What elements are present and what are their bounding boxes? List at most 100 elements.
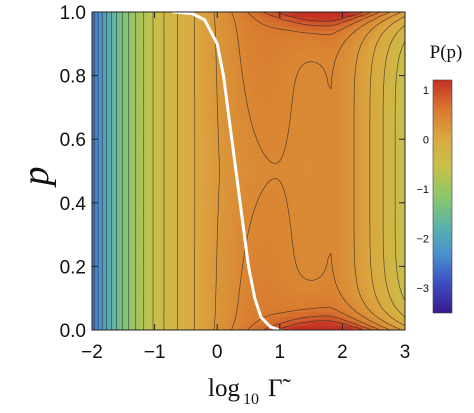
heatmap-cell [176, 261, 181, 267]
heatmap-cell [292, 234, 297, 240]
heatmap-cell [195, 248, 200, 254]
heatmap-cell [170, 43, 174, 49]
heatmap-cell [314, 234, 318, 240]
heatmap-cell [279, 220, 284, 227]
heatmap-cell [113, 325, 118, 330]
heatmap-cell [173, 134, 178, 140]
heatmap-cell [182, 316, 187, 322]
heatmap-cell [301, 125, 306, 131]
heatmap-cell [135, 134, 140, 140]
heatmap-cell [223, 248, 228, 254]
heatmap-cell [229, 316, 234, 322]
heatmap-cell [167, 48, 171, 54]
heatmap-cell [173, 320, 178, 327]
heatmap-cell [154, 171, 159, 177]
heatmap-cell [160, 166, 165, 172]
heatmap-cell [273, 280, 278, 286]
heatmap-cell [210, 207, 215, 213]
heatmap-cell [282, 225, 287, 231]
heatmap-cell [123, 111, 128, 118]
heatmap-cell [98, 43, 102, 49]
heatmap-cell [220, 34, 225, 40]
heatmap-cell [248, 180, 253, 186]
heatmap-cell [179, 66, 184, 72]
heatmap-cell [135, 270, 140, 277]
heatmap-cell [201, 184, 206, 190]
heatmap-cell [239, 180, 243, 186]
heatmap-cell [113, 89, 118, 95]
heatmap-cell [276, 48, 281, 54]
heatmap-cell [160, 66, 165, 72]
heatmap-cell [217, 130, 221, 136]
heatmap-cell [245, 148, 250, 154]
heatmap-cell [185, 175, 190, 181]
heatmap-cell [98, 243, 102, 249]
heatmap-cell [170, 66, 174, 72]
heatmap-cell [261, 198, 265, 204]
heatmap-cell [198, 239, 203, 245]
heatmap-cell [157, 252, 162, 258]
heatmap-cell [92, 248, 96, 254]
heatmap-cell [195, 166, 200, 172]
heatmap-cell [257, 284, 262, 290]
heatmap-cell [163, 284, 168, 290]
heatmap-cell [189, 130, 193, 136]
heatmap-cell [167, 230, 171, 236]
heatmap-cell [210, 71, 215, 77]
heatmap-cell [110, 325, 115, 330]
heatmap-cell [257, 130, 262, 136]
heatmap-cell [251, 157, 256, 163]
heatmap-cell [251, 175, 256, 181]
heatmap-cell [154, 43, 159, 49]
heatmap-cell [189, 202, 193, 208]
heatmap-cell [167, 302, 171, 308]
heatmap-cell [257, 152, 262, 158]
heatmap-cell [314, 207, 318, 213]
heatmap-cell [248, 189, 253, 195]
heatmap-cell [176, 89, 181, 95]
heatmap-cell [276, 202, 281, 208]
heatmap-cell [254, 325, 259, 330]
heatmap-cell [123, 284, 128, 290]
heatmap-cell [282, 275, 287, 281]
heatmap-cell [245, 75, 250, 81]
heatmap-cell [304, 102, 309, 108]
heatmap-cell [239, 125, 243, 131]
heatmap-cell [242, 48, 246, 54]
heatmap-cell [214, 80, 218, 86]
heatmap-cell [163, 52, 168, 59]
heatmap-cell [207, 39, 212, 45]
heatmap-cell [289, 184, 293, 190]
heatmap-cell [286, 43, 290, 49]
heatmap-cell [179, 239, 184, 245]
heatmap-cell [135, 220, 140, 227]
heatmap-cell [189, 30, 193, 36]
heatmap-cell [295, 52, 300, 59]
heatmap-cell [311, 98, 315, 104]
heatmap-cell [182, 139, 187, 145]
heatmap-cell [304, 43, 309, 49]
heatmap-cell [311, 130, 315, 136]
heatmap-cell [226, 184, 231, 190]
heatmap-cell [304, 21, 309, 27]
heatmap-cell [248, 248, 253, 254]
heatmap-cell [107, 98, 112, 104]
heatmap-cell [279, 121, 284, 127]
heatmap-cell [229, 320, 234, 327]
heatmap-cell [107, 21, 112, 27]
heatmap-cell [160, 189, 165, 195]
heatmap-cell [167, 130, 171, 136]
heatmap-cell [145, 257, 149, 263]
heatmap-cell [92, 225, 96, 231]
heatmap-cell [92, 202, 96, 208]
heatmap-cell [301, 216, 306, 222]
heatmap-cell [251, 139, 256, 145]
heatmap-cell [110, 284, 115, 290]
heatmap-cell [301, 302, 306, 308]
heatmap-cell [254, 171, 259, 177]
heatmap-cell [189, 270, 193, 277]
heatmap-cell [123, 157, 128, 163]
heatmap-cell [292, 48, 297, 54]
heatmap-cell [167, 75, 171, 81]
heatmap-cell [304, 80, 309, 86]
